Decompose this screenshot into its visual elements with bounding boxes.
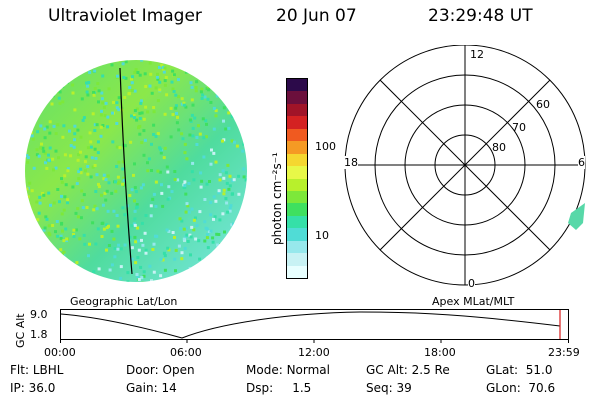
colorbar xyxy=(286,78,308,279)
altitude-xtick-1: 06:00 xyxy=(170,346,202,359)
mlat-label-60: 60 xyxy=(536,98,550,111)
polar-grid-plot xyxy=(344,45,586,286)
geographic-panel-title: Geographic Lat/Lon xyxy=(70,295,178,308)
altitude-ytick-min: 1.8 xyxy=(30,328,48,341)
mlt-label-12: 12 xyxy=(470,48,484,61)
altitude-ylabel: GC Alt xyxy=(14,313,27,348)
colorbar-tick-10: 10 xyxy=(315,229,329,242)
status-glon: GLon: 70.6 xyxy=(486,381,556,395)
altitude-ytick-max: 9.0 xyxy=(30,308,48,321)
colorbar-tick-100: 100 xyxy=(315,140,336,153)
uv-earth-image xyxy=(25,60,247,282)
time-label: 23:29:48 UT xyxy=(428,6,533,26)
status-gc-alt: GC Alt: 2.5 Re xyxy=(366,363,450,377)
status-ip: IP: 36.0 xyxy=(10,381,56,395)
altitude-xtick-2: 12:00 xyxy=(298,346,330,359)
mlat-label-80: 80 xyxy=(492,141,506,154)
mlt-label-18: 18 xyxy=(344,156,358,169)
altitude-xtick-3: 18:00 xyxy=(424,346,456,359)
instrument-title: Ultraviolet Imager xyxy=(48,6,202,26)
altitude-xtick-0: 00:00 xyxy=(44,346,76,359)
status-glat: GLat: 51.0 xyxy=(486,363,553,377)
status-gain: Gain: 14 xyxy=(126,381,177,395)
date-label: 20 Jun 07 xyxy=(276,6,357,26)
polar-aurora-patch xyxy=(568,203,585,230)
status-flt: Flt: LBHL xyxy=(10,363,64,377)
status-dsp: Dsp: 1.5 xyxy=(246,381,312,395)
colorbar-unit-label: photon cm⁻²s⁻¹ xyxy=(270,152,284,245)
polar-panel-title: Apex MLat/MLT xyxy=(432,295,515,308)
status-seq: Seq: 39 xyxy=(366,381,412,395)
mlt-label-6: 6 xyxy=(578,156,585,169)
altitude-plot xyxy=(60,309,569,343)
mlat-label-70: 70 xyxy=(512,121,526,134)
altitude-xtick-4: 23:59 xyxy=(548,346,580,359)
terminator-line xyxy=(119,67,133,275)
status-mode: Mode: Normal xyxy=(246,363,330,377)
status-door: Door: Open xyxy=(126,363,195,377)
mlt-label-0: 0 xyxy=(468,277,475,290)
